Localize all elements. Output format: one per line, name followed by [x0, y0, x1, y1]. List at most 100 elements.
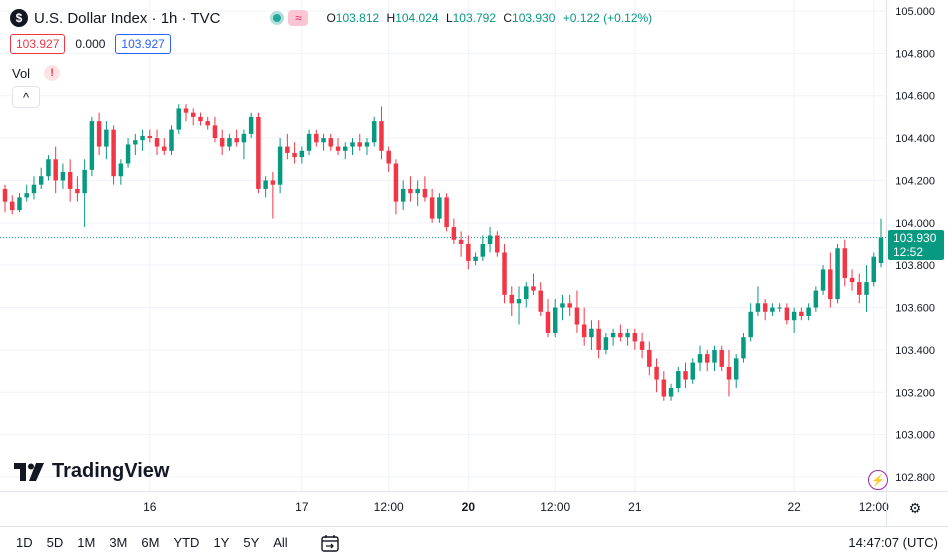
candle-body	[38, 176, 44, 185]
candle-body	[458, 239, 464, 244]
symbol-title[interactable]: U.S. Dollar Index · 1h · TVC	[34, 9, 221, 27]
volume-legend: Vol !	[12, 65, 61, 81]
range-1y-button[interactable]: 1Y	[213, 535, 230, 550]
candle-body	[379, 121, 384, 151]
symbol-legend: $ U.S. Dollar Index · 1h · TVC ≈ O103.81…	[10, 8, 656, 28]
candle-body	[241, 133, 247, 143]
candle-body	[9, 201, 15, 211]
candle-body	[864, 282, 869, 295]
x-tick-label: 21	[628, 500, 642, 514]
candle-body	[661, 379, 667, 397]
high-value: 104.024	[395, 11, 439, 25]
low-value: 103.792	[452, 11, 497, 25]
candle-body	[502, 252, 507, 295]
candle-body	[437, 197, 442, 219]
candle-body	[169, 129, 174, 151]
candle-body	[350, 142, 355, 147]
warning-icon[interactable]: !	[44, 65, 61, 81]
calendar-goto-icon[interactable]	[319, 532, 341, 554]
last-price-tag: 103.930 12:52	[888, 229, 944, 260]
candle-body	[234, 138, 239, 143]
candle-body	[219, 138, 225, 147]
candle-body	[618, 332, 623, 338]
range-5d-button[interactable]: 5D	[46, 535, 64, 550]
y-tick-label: 104.000	[895, 218, 935, 230]
range-1m-button[interactable]: 1M	[77, 535, 96, 550]
candle-body	[632, 332, 638, 342]
candle-body	[516, 299, 522, 304]
candle-body	[473, 256, 478, 261]
candle-body	[154, 138, 160, 147]
candle-body	[415, 188, 420, 194]
candle-body	[371, 121, 377, 143]
candle-body	[343, 146, 348, 151]
candle-body	[697, 354, 703, 363]
volume-label[interactable]: Vol	[12, 65, 31, 81]
candle-body	[89, 121, 95, 170]
candle-body	[270, 180, 276, 185]
candle-body	[422, 188, 428, 198]
y-tick-label: 102.800	[895, 472, 935, 484]
x-tick-label: 12:00	[540, 500, 570, 514]
candle-body	[755, 303, 761, 312]
market-open-icon[interactable]	[270, 11, 285, 25]
y-tick-label: 103.600	[895, 303, 935, 315]
candle-body	[198, 116, 203, 122]
range-6m-button[interactable]: 6M	[141, 535, 160, 550]
gear-icon[interactable]: ⚙	[908, 499, 922, 516]
candle-body	[466, 244, 471, 261]
candle-body	[46, 159, 51, 177]
candle-body	[784, 307, 790, 321]
candle-body	[263, 180, 268, 189]
open-label: O	[326, 11, 336, 25]
y-tick-label: 104.400	[895, 133, 935, 145]
candle-body	[690, 362, 696, 380]
candle-body	[835, 248, 840, 300]
range-ytd-button[interactable]: YTD	[173, 535, 200, 550]
collapse-legend-button[interactable]: ^	[12, 86, 40, 108]
candle-body	[589, 328, 594, 338]
range-3m-button[interactable]: 3M	[109, 535, 128, 550]
candle-body	[24, 193, 29, 198]
candle-body	[183, 108, 189, 113]
tradingview-wordmark: TradingView	[52, 460, 170, 482]
range-all-button[interactable]: All	[273, 535, 288, 550]
candle-body	[828, 269, 833, 300]
sell-price-button[interactable]: 103.927	[10, 34, 66, 54]
bolt-icon[interactable]: ⚡	[868, 470, 888, 490]
candle-body	[248, 116, 254, 134]
range-1d-button[interactable]: 1D	[16, 535, 33, 550]
candle-body	[676, 371, 681, 389]
candle-body	[314, 133, 319, 143]
candle-body	[328, 138, 334, 147]
utc-clock[interactable]: 14:47:07 (UTC)	[848, 534, 938, 550]
candle-body	[748, 311, 753, 338]
range-5y-button[interactable]: 5Y	[243, 535, 260, 550]
candle-body	[683, 371, 688, 380]
candle-body	[596, 328, 601, 350]
candle-body	[849, 277, 855, 283]
candle-body	[2, 188, 8, 202]
low-label: L	[445, 11, 453, 25]
candle-body	[639, 341, 645, 350]
candle-body	[96, 121, 102, 147]
candle-body	[386, 150, 391, 164]
bar-countdown: 12:52	[893, 244, 924, 259]
candle-body	[104, 129, 109, 147]
buy-price-button[interactable]: 103.927	[115, 34, 171, 54]
candle-body	[647, 349, 652, 367]
candle-body	[799, 311, 804, 317]
x-tick-label: 12:00	[374, 500, 404, 514]
candle-body	[205, 121, 210, 126]
candle-body	[67, 171, 73, 189]
delayed-data-icon[interactable]: ≈	[288, 10, 309, 26]
candle-body	[871, 256, 877, 283]
candle-body	[133, 140, 138, 145]
y-tick-label: 103.000	[895, 430, 935, 442]
candle-body	[118, 163, 124, 177]
candle-body	[842, 248, 848, 278]
x-tick-label: 17	[295, 500, 309, 514]
candle-body	[719, 349, 724, 367]
